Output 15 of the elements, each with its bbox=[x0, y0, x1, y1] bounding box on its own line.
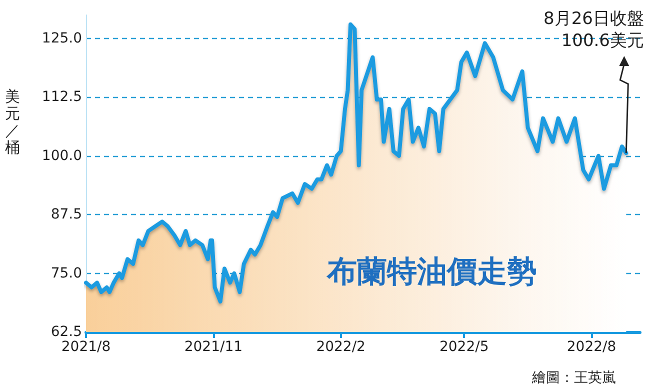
annotation: 8月26日收盤 100.6美元 bbox=[544, 8, 644, 52]
y-tick-label: 87.5 bbox=[50, 206, 82, 223]
x-tick-label: 2022/5 bbox=[439, 339, 489, 355]
x-tick-label: 2021/8 bbox=[61, 339, 111, 355]
x-tick-label: 2022/2 bbox=[316, 339, 366, 355]
y-tick-label: 75.0 bbox=[50, 265, 82, 282]
y-tick-label: 100.0 bbox=[42, 148, 82, 164]
text: 繪圖：王英嵐 bbox=[531, 370, 616, 386]
y-tick-label: 112.5 bbox=[42, 89, 82, 106]
text: 布蘭特油價走勢 bbox=[326, 254, 537, 290]
y-tick-label: 62.5 bbox=[50, 324, 82, 340]
y-axis-title: 美元／桶 bbox=[5, 88, 20, 156]
x-tick-label: 2022/8 bbox=[566, 339, 616, 355]
y-tick-label: 125.0 bbox=[42, 30, 82, 46]
x-tick-label: 2021/11 bbox=[184, 339, 243, 355]
